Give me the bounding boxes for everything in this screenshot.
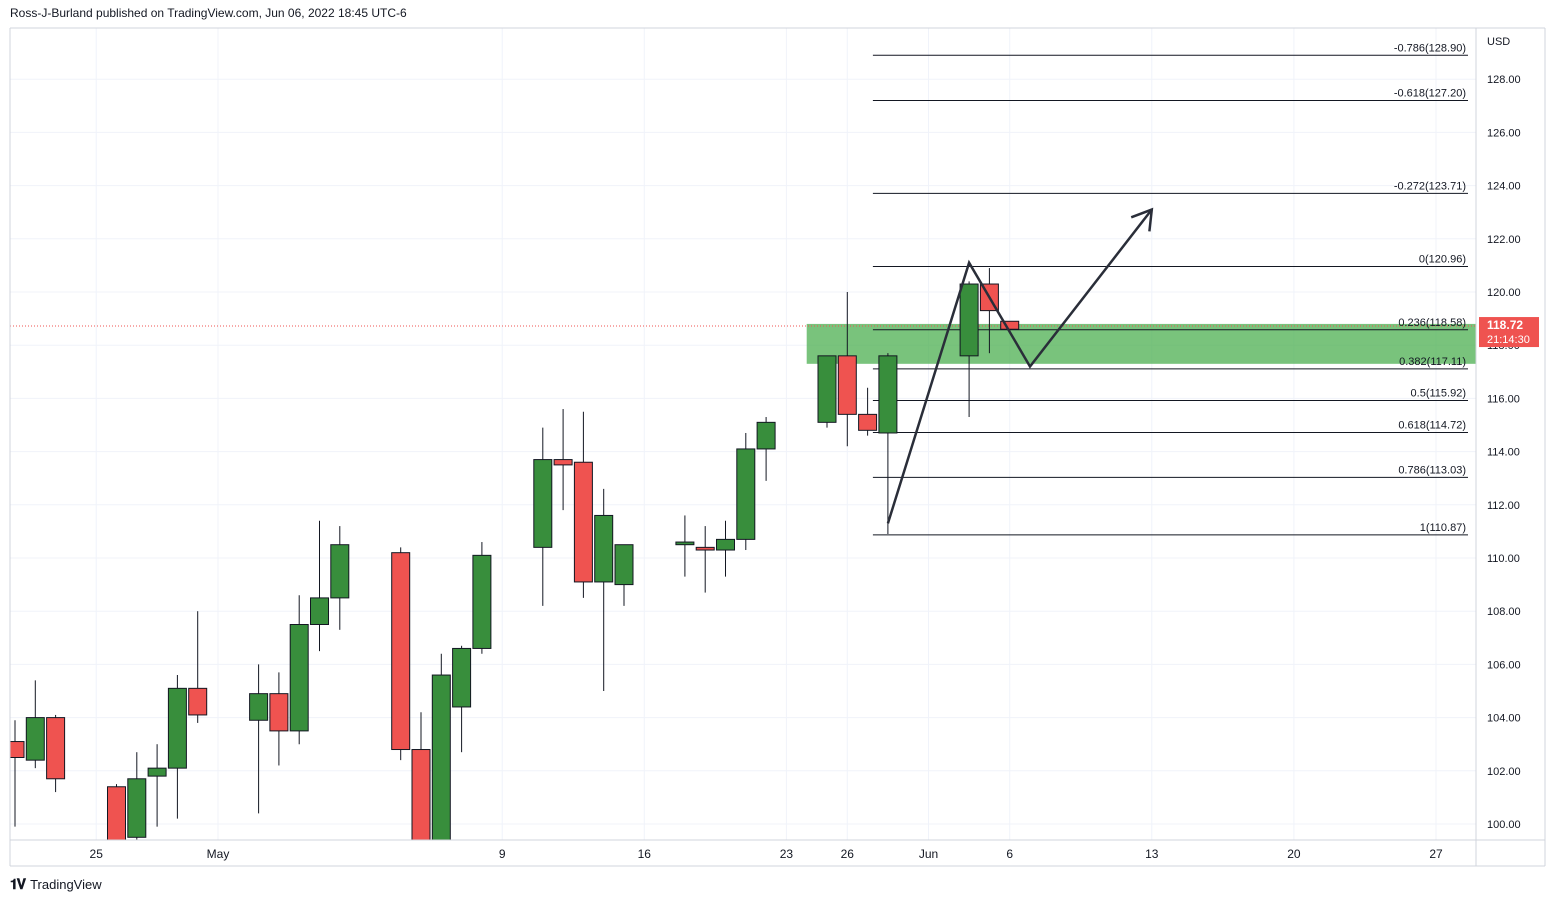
fib-level-label: -0.618(127.20) — [1394, 87, 1466, 99]
candle-body-up — [452, 647, 472, 708]
candle-body-up — [594, 514, 614, 583]
brand-name: TradingView — [30, 877, 102, 892]
candle-body-up — [310, 597, 329, 626]
fib-level-label: 0.382(117.11) — [1399, 356, 1466, 368]
price-tick-label: 124.00 — [1487, 181, 1521, 193]
candle-body-up — [716, 538, 735, 551]
candle-body-up — [756, 421, 776, 450]
time-axis-labels: 25 May 9 16 23 26 Jun 6 13 20 27 — [90, 847, 1443, 861]
time-tick-label: 25 — [90, 847, 104, 861]
candles — [10, 268, 1020, 840]
last-price-value: 118.72 — [1487, 318, 1523, 332]
candle-body-up — [127, 778, 147, 838]
fibonacci-levels: -0.786(128.90) -0.618(127.20) -0.272(123.7… — [872, 42, 1468, 536]
candle-body-up — [472, 554, 492, 649]
candle-body-down — [107, 786, 126, 840]
fib-level-label: -0.272(123.71) — [1394, 180, 1466, 192]
time-tick-label: 20 — [1287, 847, 1301, 861]
candle-body-up — [959, 283, 979, 357]
time-tick-label: 6 — [1006, 847, 1013, 861]
candle-body-up — [330, 544, 350, 599]
fib-level-label: 0.236(118.58) — [1398, 317, 1466, 329]
time-tick-label: 9 — [499, 847, 506, 861]
price-tick-label: 128.00 — [1487, 74, 1521, 86]
candle-body-down — [858, 413, 878, 431]
time-tick-label: 23 — [780, 847, 794, 861]
candle-body-up — [249, 693, 269, 721]
candle-body-up — [614, 544, 634, 586]
publisher-info: Ross-J-Burland published on TradingView.… — [10, 6, 407, 20]
price-axis-header: USD — [1487, 36, 1510, 48]
projection-polyline — [886, 208, 1153, 524]
axes — [9, 27, 1546, 867]
projection-path — [886, 207, 1154, 524]
support-zone-rect — [806, 323, 1476, 364]
candle-body-down — [46, 717, 66, 780]
time-tick-label: 26 — [841, 847, 855, 861]
candle-body-up — [25, 717, 45, 761]
price-tick-label: 116.00 — [1487, 393, 1520, 405]
candle-body-up — [147, 767, 167, 777]
candle-body-up — [817, 355, 837, 423]
candle-body-down — [695, 546, 715, 551]
price-tick-label: 100.00 — [1487, 819, 1521, 831]
candle-body-down — [188, 687, 208, 716]
tradingview-mark-icon: 𝟏𝐕 — [10, 876, 26, 892]
support-zone — [806, 323, 1476, 364]
price-tick-label: 112.00 — [1487, 500, 1520, 512]
currency-label: USD — [1487, 36, 1510, 48]
price-tick-label: 126.00 — [1487, 127, 1521, 139]
fib-level-label: 0.5(115.92) — [1411, 388, 1466, 400]
price-tick-label: 120.00 — [1487, 287, 1521, 299]
candle-body-up — [736, 448, 756, 540]
price-tick-label: 106.00 — [1487, 659, 1521, 671]
time-tick-label: May — [207, 847, 230, 861]
fib-level-label: -0.786(128.90) — [1394, 42, 1466, 54]
price-tick-label: 108.00 — [1487, 606, 1521, 618]
last-price-badge: 118.72 21:14:30 — [1479, 317, 1539, 348]
tradingview-logo[interactable]: 𝟏𝐕 TradingView — [10, 876, 102, 893]
candle-body-down — [10, 741, 25, 758]
candle-body-down — [837, 355, 857, 415]
time-tick-label: 13 — [1145, 847, 1159, 861]
candle-body-down — [391, 552, 411, 751]
time-tick-label: 27 — [1429, 847, 1443, 861]
candle-body-down — [553, 459, 573, 466]
price-axis-labels: 100.00 102.00 104.00 106.00 108.00 110.00 112.… — [1487, 74, 1521, 831]
candle-body-up — [167, 687, 187, 769]
candle-body-up — [289, 624, 309, 732]
time-tick-label: Jun — [919, 847, 938, 861]
candle-body-up — [431, 674, 451, 840]
candle-body-up — [675, 541, 695, 546]
price-tick-label: 114.00 — [1487, 447, 1520, 459]
price-tick-label: 102.00 — [1487, 766, 1521, 778]
candle-body-down — [1000, 320, 1020, 330]
candle-body-down — [573, 461, 593, 583]
price-tick-label: 110.00 — [1487, 553, 1520, 565]
candle-body-down — [269, 693, 289, 732]
fib-level-label: 1(110.87) — [1420, 522, 1466, 534]
candle-body-down — [411, 749, 431, 840]
candle-body-up — [878, 355, 898, 434]
fib-level-label: 0.786(113.03) — [1398, 464, 1466, 476]
projection-arrow-head — [1130, 207, 1154, 232]
price-tick-label: 122.00 — [1487, 234, 1521, 246]
countdown-value: 21:14:30 — [1487, 334, 1530, 346]
price-tick-label: 104.00 — [1487, 713, 1521, 725]
grid-lines — [10, 28, 1476, 840]
fib-level-label: 0.618(114.72) — [1398, 419, 1466, 431]
time-tick-label: 16 — [638, 847, 652, 861]
candle-body-up — [533, 459, 553, 548]
fib-level-label: 0(120.96) — [1419, 253, 1466, 265]
